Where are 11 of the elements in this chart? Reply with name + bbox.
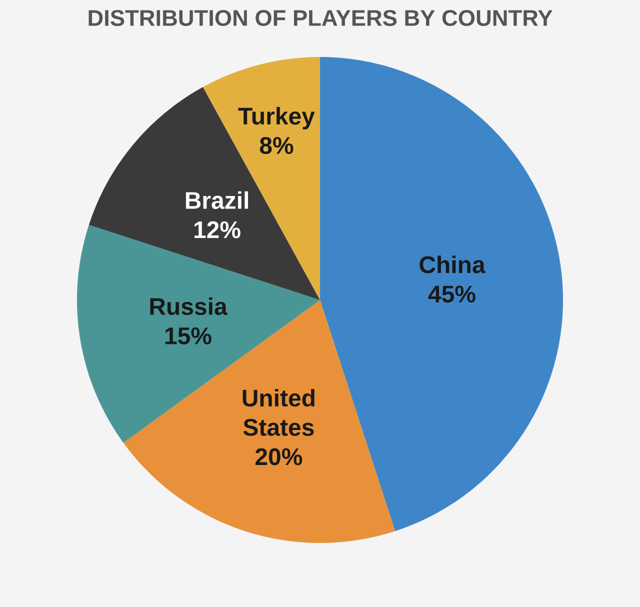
data-label: 20% (256, 448, 302, 466)
data-label: 45% (428, 286, 476, 303)
slice-label: China (420, 256, 486, 274)
data-label: 12% (194, 221, 240, 238)
data-label: 15% (165, 327, 212, 344)
slice-label: Turkey (238, 107, 315, 130)
slice-label: United States (242, 388, 314, 436)
chart-title: DISTRIBUTION OF PLAYERS BY COUNTRY (88, 10, 552, 26)
data-label: 8% (260, 136, 294, 154)
slice-label: Brazil (186, 191, 248, 209)
slice-label: Russia (150, 297, 228, 316)
